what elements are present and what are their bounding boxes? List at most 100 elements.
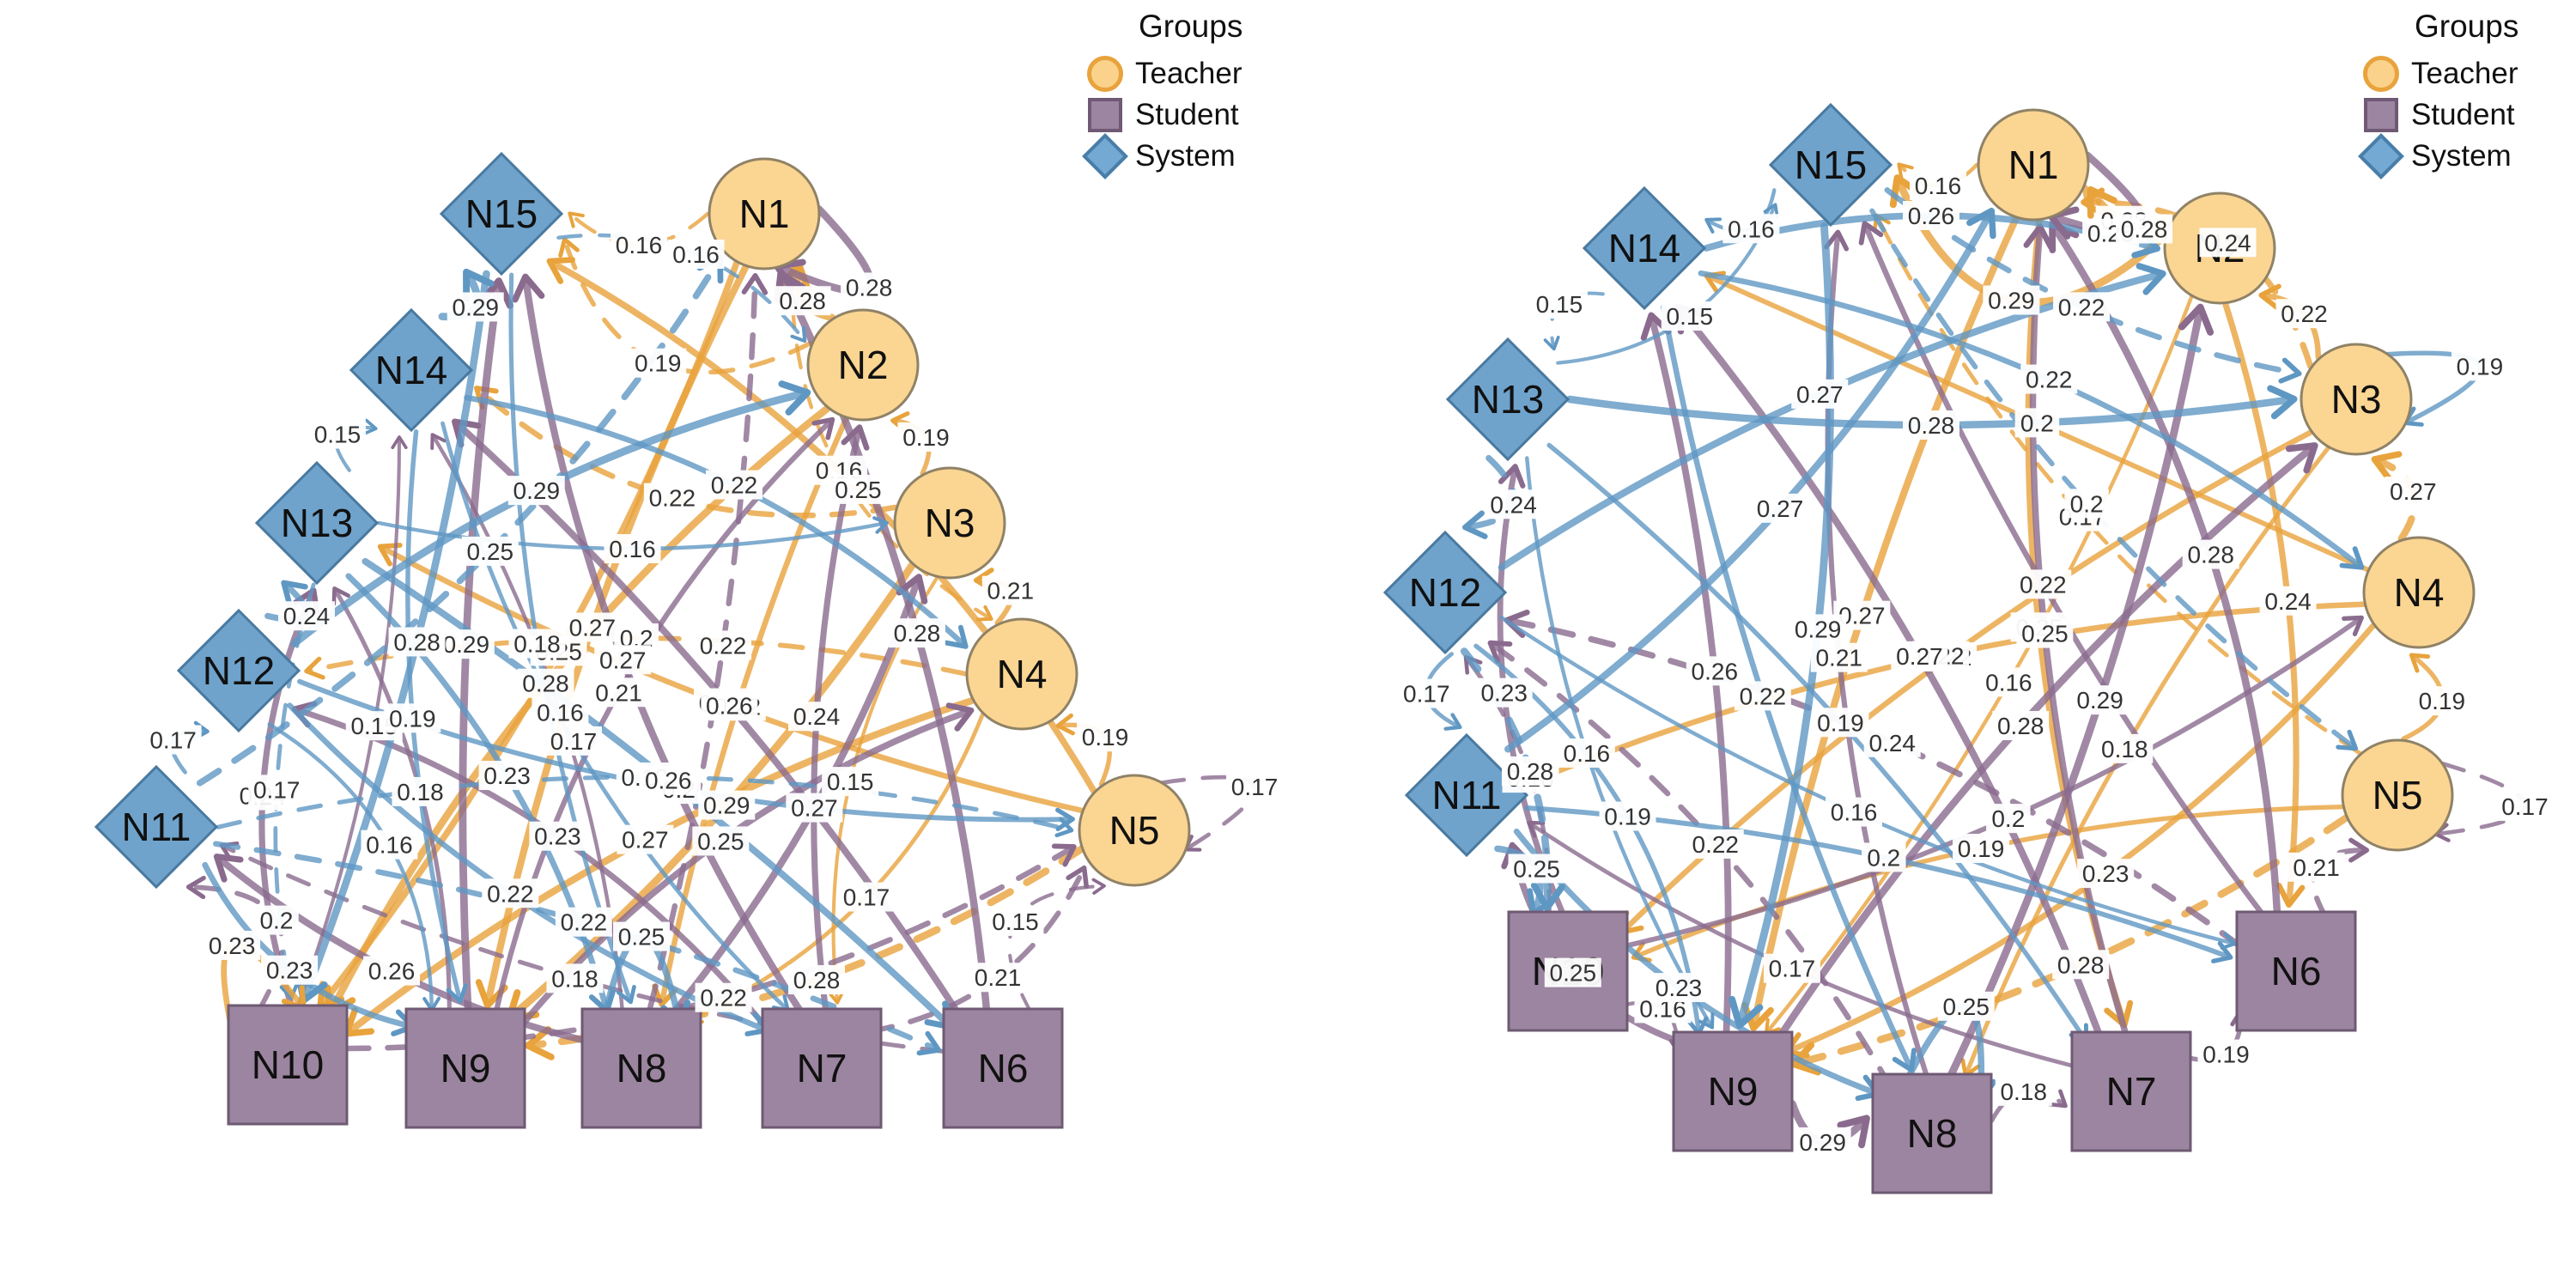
legend-right: Groups Teacher Student System [2358, 9, 2566, 179]
legend-item-teacher: Teacher [1084, 53, 1290, 94]
edge-weight-label: 0.15 [992, 908, 1039, 935]
edge-weight-label: 0.28 [2057, 951, 2105, 978]
left-network-svg: N1 N2 N3 N4 N5 N6 N7 N8 N9 N10 N11 N12 N13 N14 N15 0.16… [94, 151, 1279, 1129]
edge-weight-label: 0.25 [835, 477, 882, 503]
edge-weight-box [822, 767, 879, 797]
edge-weight-box [1686, 656, 1743, 686]
edge-weight-box [1752, 493, 1809, 523]
legend-item-system: System [2358, 133, 2566, 179]
edge-weight-box [897, 422, 955, 452]
node-label-N13: N13 [281, 501, 353, 545]
legend-label-teacher: Teacher [1135, 57, 1242, 90]
edge-weight-box [2064, 489, 2109, 519]
edge-weight-box [447, 292, 504, 322]
edge-weight-label: 0.15 [1667, 303, 1714, 330]
right-network-panel: N1N2N3N4N5N6N7N8N9N10N11N12N13N14N150.16… [1288, 0, 2576, 1288]
edge-weight-label: 0.19 [1604, 803, 1651, 829]
edge-weight-box [254, 905, 299, 935]
edge-weight-box [837, 882, 895, 912]
edge-weight-label: 0.22 [561, 909, 608, 936]
edge-weight-label: 0.27 [1896, 643, 1943, 670]
edge-weight-box [2116, 214, 2173, 244]
edge-weight-label: 0.18 [513, 631, 561, 658]
node-N15 [439, 151, 564, 276]
node-N2 [806, 308, 920, 422]
edge-weight-label: 0.28 [1908, 412, 1955, 439]
legend-label-student: Student [2411, 98, 2515, 131]
edge-weight-box [478, 761, 536, 791]
edge-weight-box [2014, 408, 2060, 438]
edge-weight-box [2016, 618, 2074, 648]
edge-weight-box [786, 793, 843, 823]
edge-weight-label: 0.2 [2020, 410, 2054, 436]
edge-weight-label: 0.29 [513, 477, 561, 504]
legend-title: Groups [1139, 9, 1243, 44]
legend-item-student: Student [1084, 94, 1290, 136]
edge-weight-label: 0.22 [1740, 683, 1787, 709]
edge-weight-label: 0.23 [209, 933, 256, 959]
edge-weight-label: 0.16 [1564, 740, 1611, 767]
node-label-N14: N14 [375, 348, 447, 392]
edge-weight-label: 0.24 [793, 703, 841, 730]
node-N4 [965, 617, 1078, 731]
node-label-N12: N12 [203, 648, 275, 693]
edge-weight-label: 0.21 [2293, 854, 2340, 881]
edge-weight-box [1789, 614, 1847, 644]
edge-weight-label: 0.22 [2026, 367, 2073, 393]
legend-item-teacher: Teacher [2360, 53, 2566, 94]
edge-weight-label: 0.17 [253, 776, 301, 803]
edge-weight-label: 0.22 [649, 485, 696, 512]
edge-weight-label: 0.29 [1795, 616, 1842, 642]
edge-weight-box [698, 790, 756, 820]
edge-weight-label: 0.26 [645, 768, 692, 794]
edge-weight-label: 0.28 [2187, 542, 2234, 568]
edge-weight-box [692, 826, 750, 856]
edge-weight-box [1661, 301, 1718, 331]
edge-weight-box [1826, 797, 1883, 827]
node-N9 [1672, 1030, 1794, 1152]
edge-weight-box [1953, 834, 2010, 864]
node-N6 [2235, 910, 2357, 1032]
node-label-N1: N1 [2008, 143, 2059, 187]
edge-weight-box [1508, 854, 1565, 884]
edge-weight-box [1722, 214, 1780, 244]
edge-weight-label: 0.16 [609, 536, 656, 562]
edge-weight-box [1992, 711, 2050, 741]
edge-weight-box [1937, 991, 1995, 1021]
node-label-N1: N1 [739, 191, 790, 236]
edge-weight-box [261, 955, 319, 985]
node-N8 [1871, 1072, 1993, 1194]
edge-weight-label: 0.22 [487, 880, 534, 907]
edge-weight-box [144, 725, 202, 755]
edge-weight-label: 0.26 [368, 958, 416, 985]
edge-weight-label: 0.29 [1799, 1129, 1846, 1156]
edge-weight-label: 0.29 [1988, 288, 2035, 314]
edge-weight-box [695, 982, 752, 1012]
edge-weight-box [555, 907, 612, 937]
edge-weight-box [1903, 410, 1959, 440]
edge-weight-label: 0.16 [616, 232, 663, 258]
edge-weight-box [1485, 489, 1542, 519]
edge-weight-box [248, 775, 306, 805]
edge-weight-label: 0.28 [846, 274, 893, 301]
edge-weight-label: 0.27 [1757, 495, 1804, 522]
edge-weight-label: 0.23 [1480, 680, 1528, 707]
node-N3 [2300, 343, 2413, 456]
node-label-N8: N8 [617, 1046, 667, 1091]
edge-weight-label: 0.28 [522, 671, 569, 697]
edge-weight-box [987, 906, 1044, 936]
edge-N15-N5 [1869, 208, 2359, 751]
node-N12 [1382, 530, 1508, 655]
edge-weight-label: 0.24 [2264, 588, 2312, 615]
edge-weight-label: 0.21 [595, 679, 642, 706]
legend-label-system: System [1135, 139, 1236, 173]
node-label-N12: N12 [1409, 570, 1481, 615]
node-label-N8: N8 [1907, 1111, 1958, 1156]
edge-weight-box [2413, 686, 2470, 716]
legend-label-student: Student [1135, 98, 1239, 131]
edge-weight-box [695, 630, 752, 660]
node-N12 [176, 608, 301, 733]
edge-weight-box [1398, 678, 1455, 708]
edge-weight-box [2287, 852, 2345, 882]
edge-weight-label: 0.21 [987, 578, 1035, 605]
